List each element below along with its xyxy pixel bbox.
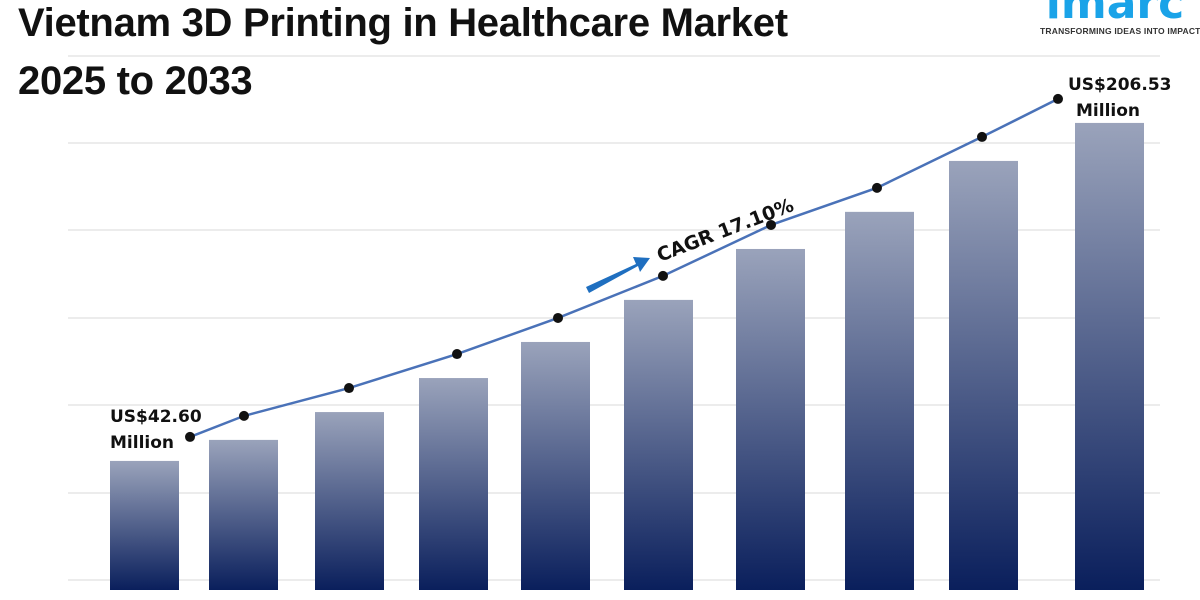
title-line-1: Vietnam 3D Printing in Healthcare Market <box>18 1 788 45</box>
bar <box>419 378 488 590</box>
bar <box>736 248 805 591</box>
logo-tagline: TRANSFORMING IDEAS INTO IMPACT <box>1040 26 1200 36</box>
trend-point <box>766 219 776 230</box>
trend-point <box>239 410 249 421</box>
cagr-arrow-icon <box>586 257 650 293</box>
trend-point <box>344 383 354 394</box>
trend-point <box>553 312 563 323</box>
trend-point <box>185 431 195 442</box>
bar <box>949 160 1018 590</box>
trend-line <box>189 97 1059 439</box>
bar <box>110 460 179 590</box>
bar <box>1075 122 1144 591</box>
trend-point <box>1053 93 1063 104</box>
trend-point <box>452 349 462 360</box>
imarc-logo: imarc TRANSFORMING IDEAS INTO IMPACT <box>1040 0 1200 36</box>
start-unit-label: Million <box>110 433 174 453</box>
trend-point <box>977 131 987 142</box>
bar <box>209 439 278 590</box>
bar <box>624 299 693 590</box>
end-value-label: US$206.53 <box>1068 75 1171 95</box>
chart-title: Vietnam 3D Printing in Healthcare Market… <box>18 0 788 110</box>
end-unit-label: Million <box>1076 101 1140 121</box>
trend-point <box>658 270 668 281</box>
logo-word: imarc <box>1045 0 1185 29</box>
trend-point <box>872 182 882 193</box>
title-line-2: 2025 to 2033 <box>18 59 253 103</box>
bar <box>315 412 384 590</box>
bar <box>845 211 914 591</box>
bar <box>521 341 590 590</box>
start-value-label: US$42.60 <box>110 407 202 427</box>
